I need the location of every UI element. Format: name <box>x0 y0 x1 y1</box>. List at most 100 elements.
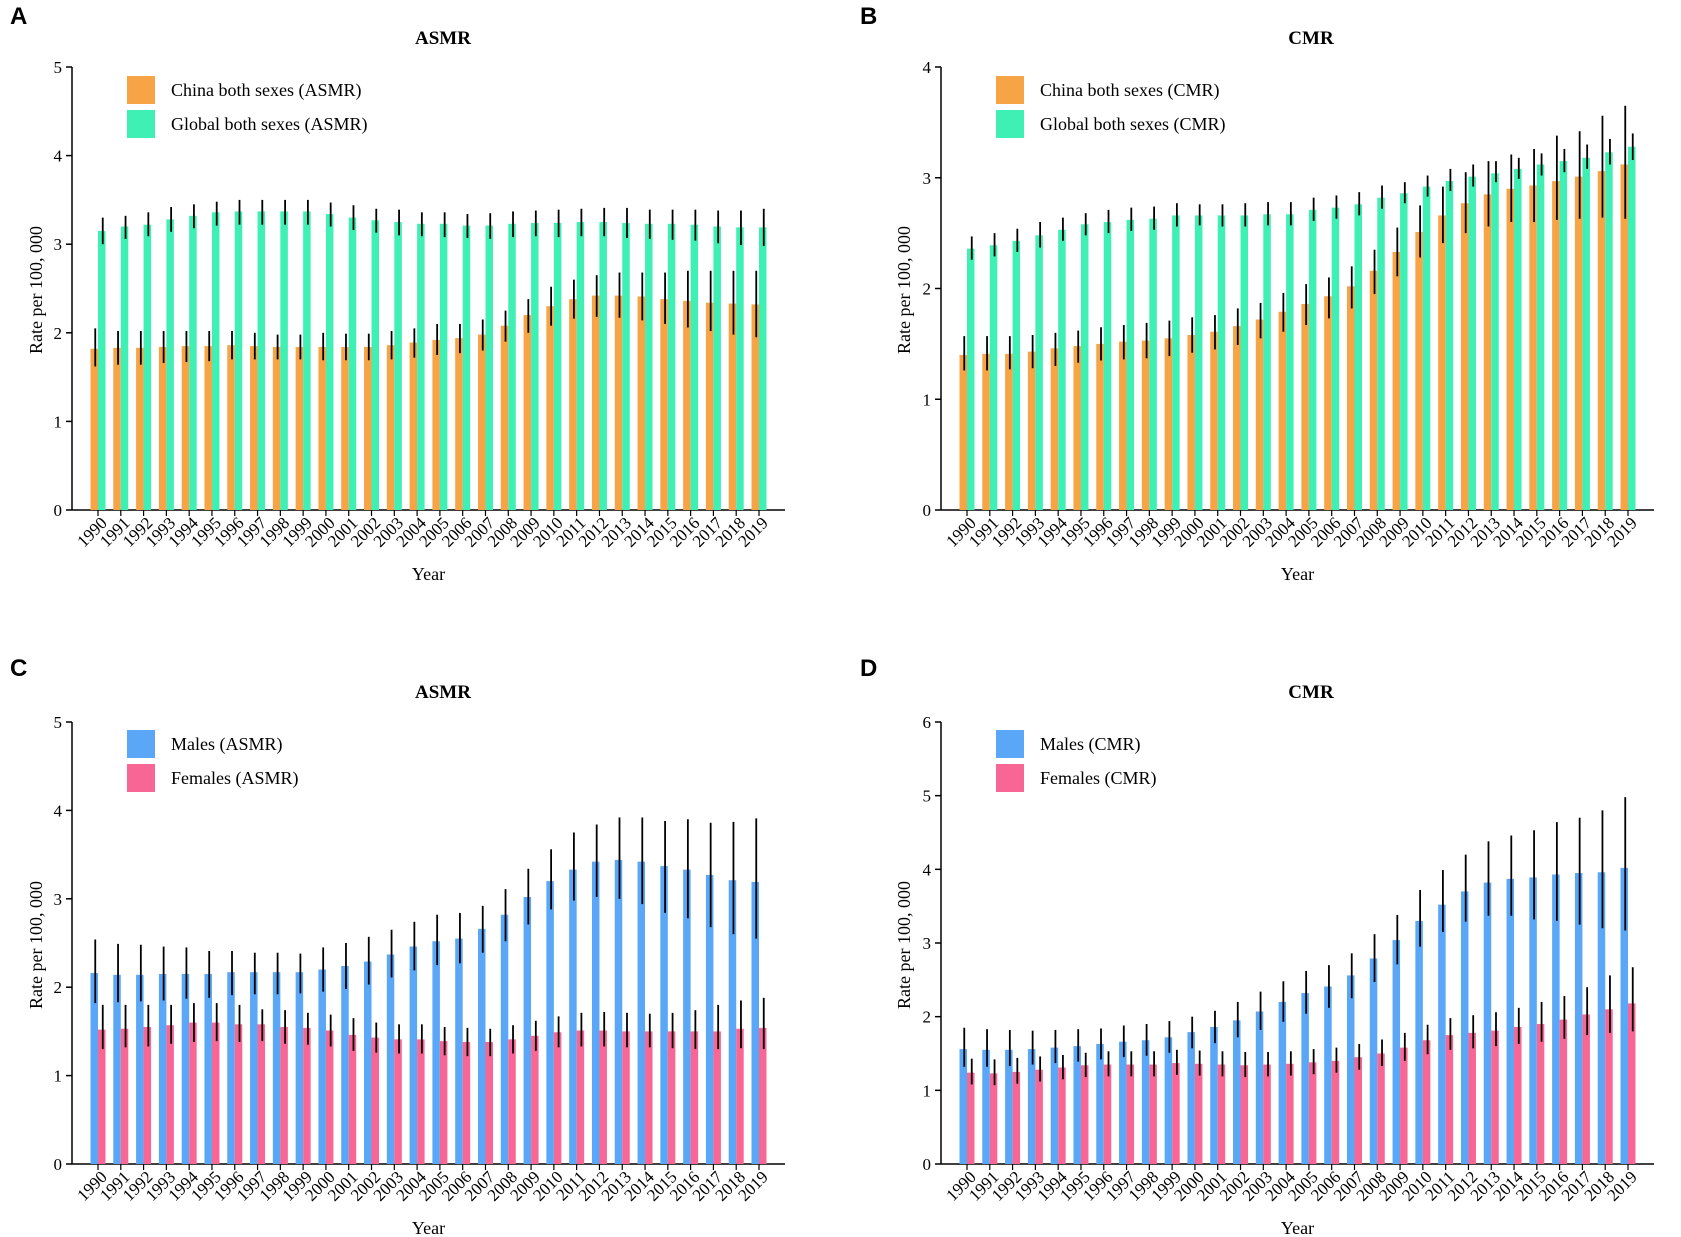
bar-china <box>1073 346 1081 510</box>
bar-global <box>257 211 266 510</box>
bar-global <box>1194 215 1203 510</box>
bar-china <box>1369 270 1378 510</box>
legend-label: China both sexes (ASMR) <box>171 80 362 101</box>
bar-china <box>295 346 304 510</box>
bar-females <box>622 1031 630 1164</box>
legend-swatch-china <box>127 76 155 104</box>
bar-females <box>98 1029 106 1164</box>
bar-females <box>645 1031 653 1164</box>
bar-males <box>591 861 600 1164</box>
bar-females <box>1514 1026 1522 1164</box>
bar-males <box>409 946 418 1164</box>
bar-females <box>1491 1030 1499 1164</box>
bar-global <box>1286 214 1294 511</box>
bar-global <box>1628 146 1636 511</box>
bar-females <box>439 1041 448 1164</box>
bar-global <box>1308 209 1317 510</box>
bar-males <box>477 928 486 1164</box>
bar-females <box>1286 1063 1294 1164</box>
bar-global <box>667 223 676 510</box>
bar-females <box>1194 1063 1203 1164</box>
y-tick-label: 2 <box>54 324 63 343</box>
bar-males <box>1073 1046 1081 1164</box>
y-axis-label: Rate per 100, 000 <box>894 226 914 354</box>
bar-china <box>1119 341 1127 510</box>
bar-males <box>386 954 395 1164</box>
bar-global <box>1035 235 1043 510</box>
bar-females <box>1354 1057 1362 1164</box>
bar-global <box>1240 215 1249 510</box>
bar-global <box>1217 215 1226 510</box>
bar-global <box>1582 157 1590 510</box>
chart-title: ASMR <box>415 682 471 703</box>
panel-letter: C <box>10 655 27 682</box>
y-tick-label: 1 <box>923 390 932 409</box>
bar-china <box>523 315 532 510</box>
bar-females <box>189 1022 197 1164</box>
bar-females <box>736 1028 744 1164</box>
bar-china <box>1438 215 1446 510</box>
bar-males <box>751 882 759 1164</box>
bar-males <box>136 974 144 1164</box>
bar-global <box>1103 222 1112 511</box>
bar-males <box>1255 1011 1264 1164</box>
bar-global <box>1354 204 1362 510</box>
bar-females <box>280 1026 288 1164</box>
bar-males <box>1597 872 1606 1164</box>
bar-males <box>1210 1026 1218 1164</box>
bar-females <box>1400 1047 1408 1164</box>
bar-females <box>576 1030 585 1164</box>
bar-china <box>1233 326 1241 510</box>
bar-males <box>1050 1047 1059 1164</box>
bar-global <box>690 224 699 510</box>
bar-china <box>250 346 258 510</box>
bar-males <box>1438 904 1446 1164</box>
bar-females <box>690 1031 699 1164</box>
bar-females <box>759 1027 767 1164</box>
bar-males <box>1529 877 1537 1164</box>
bar-females <box>1468 1032 1476 1164</box>
y-tick-label: 2 <box>923 1008 932 1027</box>
bar-china <box>1005 353 1013 510</box>
bar-china <box>1346 286 1355 510</box>
bar-global <box>1058 229 1066 511</box>
bar-china <box>477 334 486 510</box>
bar-males <box>1005 1049 1013 1164</box>
bar-females <box>303 1027 311 1164</box>
bar-global <box>713 226 721 511</box>
bar-males <box>523 897 532 1164</box>
bar-china <box>1301 304 1309 510</box>
bar-females <box>1331 1060 1340 1164</box>
bar-females <box>348 1034 357 1164</box>
bar-males <box>1278 1001 1287 1164</box>
bar-global <box>1514 168 1522 510</box>
bar-females <box>325 1030 334 1164</box>
bar-males <box>158 973 167 1164</box>
bar-china <box>136 347 144 510</box>
bar-china <box>1141 340 1150 510</box>
bar-global <box>120 226 129 511</box>
bar-females <box>371 1037 380 1164</box>
bar-males <box>728 880 737 1164</box>
bar-china <box>637 296 646 510</box>
legend-swatch-global <box>127 110 155 138</box>
bar-china <box>500 325 509 510</box>
y-tick-label: 3 <box>923 169 932 188</box>
bar-males <box>1233 1020 1241 1164</box>
bar-females <box>462 1042 471 1164</box>
bar-china <box>409 342 418 510</box>
bar-global <box>1080 224 1089 510</box>
bar-females <box>120 1028 129 1164</box>
bar-global <box>736 227 744 510</box>
bar-females <box>1377 1053 1385 1164</box>
chart-title: CMR <box>1288 682 1334 703</box>
bar-global <box>303 211 311 510</box>
bar-females <box>1103 1064 1112 1164</box>
panel-letter: B <box>860 3 877 30</box>
bar-global <box>234 211 243 510</box>
bar-global <box>1445 181 1454 510</box>
bar-males <box>272 972 281 1164</box>
